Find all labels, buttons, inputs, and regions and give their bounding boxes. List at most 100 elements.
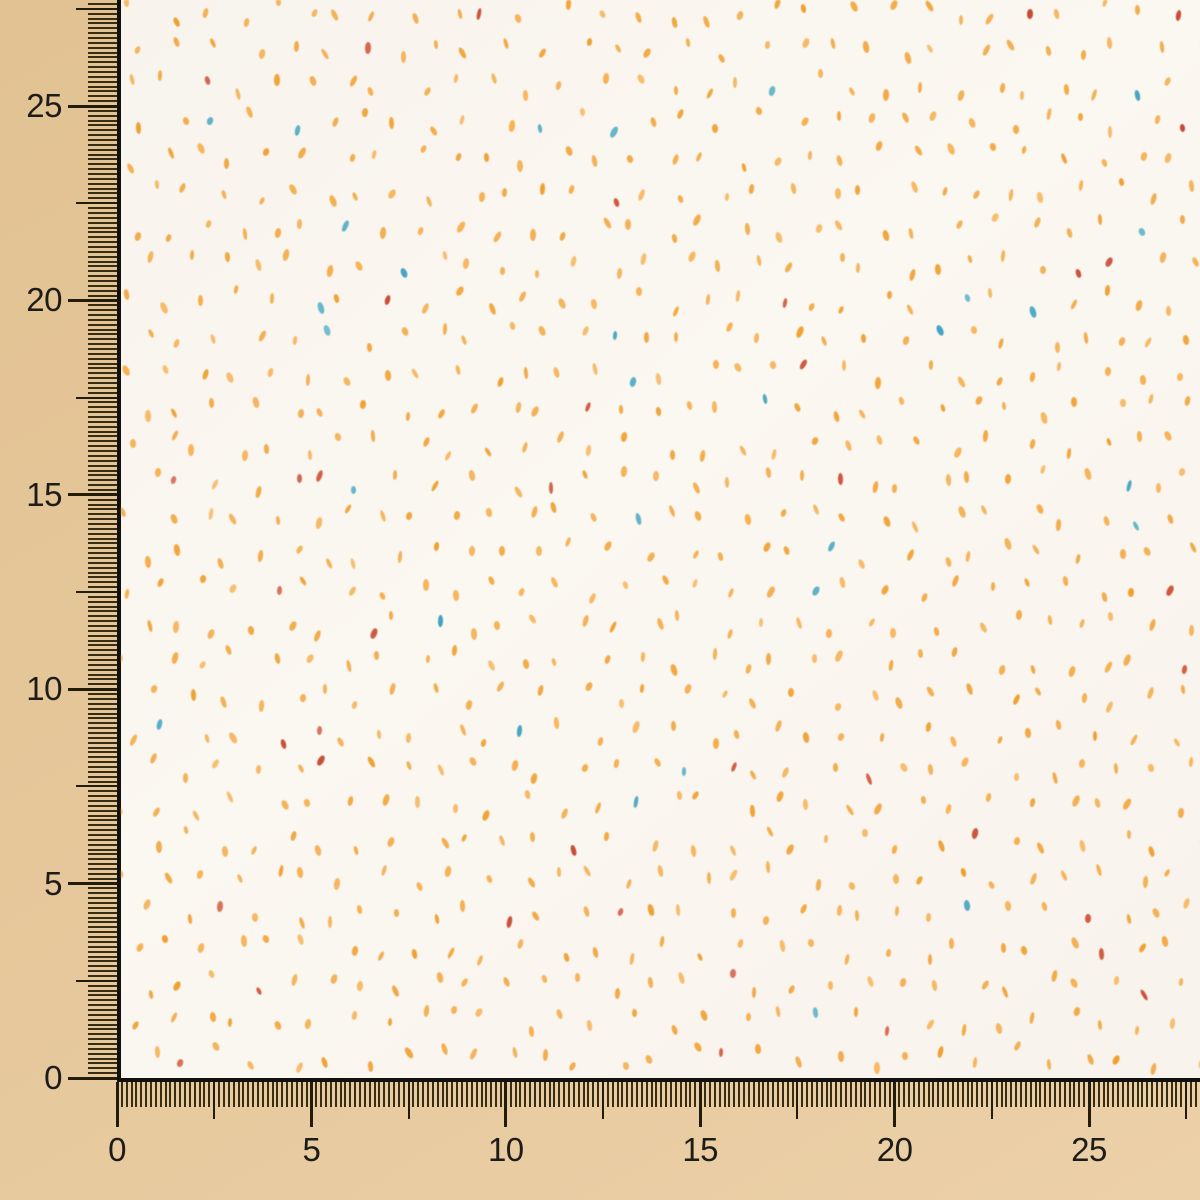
speckle: [456, 8, 464, 20]
speckle: [275, 0, 281, 6]
speckle: [965, 550, 971, 563]
ruler-tick: [88, 41, 117, 44]
speckle: [1129, 733, 1139, 746]
speckle: [457, 46, 468, 60]
speckle: [676, 790, 684, 801]
speckle: [756, 254, 763, 266]
ruler-tick: [88, 513, 117, 516]
speckle: [671, 721, 677, 732]
ruler-tick: [88, 727, 117, 730]
speckle: [252, 912, 259, 923]
speckle: [1028, 797, 1036, 808]
speckle: [1149, 1062, 1158, 1075]
speckle: [340, 219, 350, 233]
ruler-tick: [88, 216, 117, 219]
speckle: [868, 617, 877, 628]
ruler-tick: [88, 265, 117, 268]
speckle: [123, 0, 130, 7]
ruler-tick: [981, 1082, 984, 1107]
speckle: [279, 738, 288, 750]
speckle: [581, 469, 589, 480]
speckle: [966, 254, 974, 264]
speckle: [172, 337, 181, 349]
speckle: [454, 152, 463, 163]
speckle: [995, 1022, 1004, 1035]
speckle: [806, 938, 815, 948]
speckle: [559, 807, 569, 820]
speckle: [837, 472, 844, 485]
ruler-tick: [115, 1082, 119, 1127]
speckle: [658, 935, 665, 948]
ruler-tick: [295, 1082, 298, 1107]
speckle: [779, 508, 788, 518]
speckle: [1004, 900, 1012, 911]
ruler-tick: [88, 974, 117, 977]
speckle: [439, 837, 451, 851]
speckle: [224, 644, 233, 656]
speckle: [590, 154, 599, 168]
speckle: [154, 1046, 161, 1059]
speckle: [333, 432, 343, 442]
speckle: [352, 845, 359, 855]
speckle: [419, 143, 428, 154]
ruler-tick: [88, 926, 117, 929]
speckle: [530, 910, 541, 922]
speckle: [589, 512, 598, 523]
speckle: [1063, 83, 1070, 96]
speckle: [133, 45, 142, 55]
speckle: [602, 216, 614, 230]
ruler-tick: [88, 576, 117, 579]
speckle: [521, 658, 531, 670]
speckle: [296, 219, 302, 230]
ruler-tick: [88, 625, 117, 628]
speckle: [857, 558, 867, 570]
speckle: [564, 536, 573, 549]
speckle: [1125, 913, 1132, 925]
ruler-tick: [164, 1082, 167, 1107]
ruler-tick: [88, 46, 117, 49]
speckle: [898, 976, 907, 988]
speckle: [1159, 40, 1166, 54]
speckle: [618, 404, 624, 414]
speckle: [298, 916, 306, 930]
speckle: [636, 73, 647, 85]
speckle: [1039, 464, 1047, 475]
ruler-tick: [88, 717, 117, 720]
speckle: [164, 233, 173, 243]
ruler-tick: [88, 761, 117, 764]
speckle: [1147, 393, 1155, 405]
ruler-tick: [88, 66, 117, 69]
speckle: [948, 938, 954, 950]
speckle: [744, 663, 753, 676]
speckle: [1100, 158, 1109, 168]
speckle: [909, 180, 920, 194]
ruler-number: 10: [26, 670, 62, 708]
ruler-tick: [480, 1082, 483, 1107]
ruler-tick: [88, 970, 117, 973]
ruler-tick: [88, 659, 117, 662]
speckle: [612, 758, 620, 769]
ruler-tick: [524, 1082, 527, 1107]
speckle: [748, 769, 758, 781]
speckle: [1158, 251, 1167, 264]
speckle: [1163, 76, 1173, 87]
speckle: [1105, 437, 1113, 448]
speckle: [706, 871, 711, 884]
ruler-tick: [781, 1082, 784, 1107]
speckle: [451, 645, 458, 657]
speckle: [890, 844, 898, 855]
speckle: [1172, 737, 1181, 748]
speckle: [297, 473, 303, 483]
speckle: [833, 762, 839, 772]
speckle: [881, 229, 891, 243]
speckle: [410, 367, 420, 379]
speckle: [1035, 503, 1045, 515]
speckle: [1179, 123, 1186, 133]
speckle: [288, 619, 298, 632]
speckle: [917, 649, 924, 659]
ruler-tick: [88, 644, 117, 647]
speckle: [691, 481, 702, 495]
speckle: [999, 82, 1006, 94]
speckle: [1187, 179, 1195, 193]
speckle: [1086, 1053, 1095, 1066]
